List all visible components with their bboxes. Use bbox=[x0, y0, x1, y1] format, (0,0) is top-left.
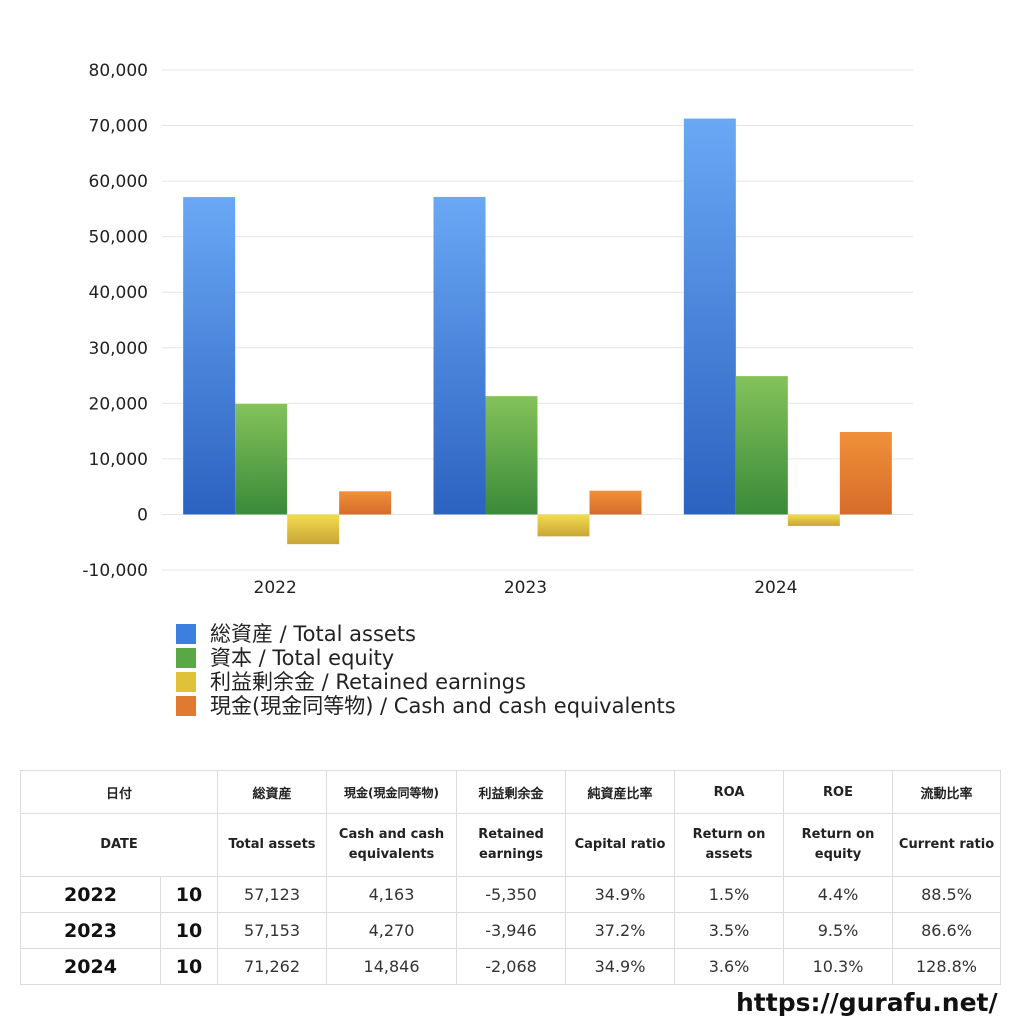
bar-2023-series-1 bbox=[485, 396, 538, 515]
legend-swatch bbox=[176, 696, 196, 716]
legend-label: 利益剰余金 / Retained earnings bbox=[210, 670, 526, 694]
header-cash-jp: 現金(現金同等物) bbox=[326, 770, 458, 814]
table-row: 2024 10 71,262 14,846 -2,068 34.9% 3.6% … bbox=[20, 948, 1002, 985]
financial-metrics-table: 日付 総資産 現金(現金同等物) 利益剰余金 純資産比率 ROA ROE 流動比… bbox=[19, 770, 1002, 985]
legend-item: 利益剰余金 / Retained earnings bbox=[176, 670, 676, 694]
header-current-ratio-en: Current ratio bbox=[892, 813, 1002, 877]
x-category-label: 2023 bbox=[504, 578, 547, 598]
cell-roe: 4.4% bbox=[783, 876, 894, 913]
legend-item: 総資産 / Total assets bbox=[176, 622, 676, 646]
bar-2022-series-2 bbox=[287, 514, 340, 545]
row-year: 2022 bbox=[20, 876, 161, 913]
row-month: 10 bbox=[159, 948, 219, 985]
header-capital-ratio-jp: 純資産比率 bbox=[565, 770, 676, 814]
bar-2024-series-3 bbox=[839, 431, 892, 515]
legend-swatch bbox=[176, 672, 196, 692]
header-retained-jp: 利益剰余金 bbox=[456, 770, 567, 814]
x-category-label: 2024 bbox=[754, 578, 797, 598]
header-roe-jp: ROE bbox=[783, 770, 894, 814]
cell-retained: -3,946 bbox=[456, 912, 567, 949]
cell-capital-ratio: 34.9% bbox=[565, 876, 676, 913]
legend-label: 総資産 / Total assets bbox=[210, 622, 416, 646]
y-tick-label: 0 bbox=[137, 505, 148, 525]
header-roa-jp: ROA bbox=[674, 770, 785, 814]
bar-2023-series-0 bbox=[433, 196, 486, 515]
legend-swatch bbox=[176, 624, 196, 644]
y-axis-ticks: 80,000 70,000 60,000 50,000 40,000 30,000 20,0… bbox=[82, 61, 148, 581]
y-tick-label: 20,000 bbox=[89, 394, 148, 414]
legend-item: 現金(現金同等物) / Cash and cash equivalents bbox=[176, 694, 676, 718]
y-tick-label: 60,000 bbox=[89, 172, 148, 192]
cell-retained: -5,350 bbox=[456, 876, 567, 913]
cell-total-assets: 57,153 bbox=[217, 912, 328, 949]
site-url[interactable]: https://gurafu.net/ bbox=[736, 988, 998, 1017]
header-capital-ratio-en: Capital ratio bbox=[565, 813, 676, 877]
table-header-en: DATE Total assets Cash and cash equivale… bbox=[19, 813, 1002, 877]
y-tick-label: 10,000 bbox=[89, 450, 148, 470]
cell-roa: 1.5% bbox=[674, 876, 785, 913]
cell-cash: 14,846 bbox=[326, 948, 458, 985]
legend-label: 現金(現金同等物) / Cash and cash equivalents bbox=[210, 694, 676, 718]
legend-item: 資本 / Total equity bbox=[176, 646, 676, 670]
bar-chart: 80,000 70,000 60,000 50,000 40,000 30,000 20,0… bbox=[82, 61, 913, 598]
y-tick-label: 80,000 bbox=[89, 61, 148, 81]
y-tick-label: -10,000 bbox=[82, 561, 148, 581]
cell-roe: 10.3% bbox=[783, 948, 894, 985]
cell-cash: 4,163 bbox=[326, 876, 458, 913]
x-category-label: 2022 bbox=[254, 578, 297, 598]
bars bbox=[183, 118, 892, 545]
y-tick-label: 70,000 bbox=[89, 117, 148, 137]
header-cash-en: Cash and cash equivalents bbox=[326, 813, 458, 877]
table-header-jp: 日付 総資産 現金(現金同等物) 利益剰余金 純資産比率 ROA ROE 流動比… bbox=[19, 770, 1002, 814]
bar-2022-series-3 bbox=[339, 491, 392, 515]
cell-roe: 9.5% bbox=[783, 912, 894, 949]
cell-roa: 3.5% bbox=[674, 912, 785, 949]
legend-swatch bbox=[176, 648, 196, 668]
row-month: 10 bbox=[159, 912, 219, 949]
bar-2022-series-0 bbox=[183, 197, 236, 515]
cell-capital-ratio: 34.9% bbox=[565, 948, 676, 985]
header-roa-en: Return on assets bbox=[674, 813, 785, 877]
cell-roa: 3.6% bbox=[674, 948, 785, 985]
cell-current-ratio: 88.5% bbox=[892, 876, 1002, 913]
bar-2024-series-1 bbox=[735, 376, 788, 515]
cell-cash: 4,270 bbox=[326, 912, 458, 949]
bar-2023-series-3 bbox=[589, 490, 642, 515]
row-year: 2023 bbox=[20, 912, 161, 949]
legend-label: 資本 / Total equity bbox=[210, 646, 395, 670]
bar-2023-series-2 bbox=[537, 514, 590, 537]
header-date-jp: 日付 bbox=[19, 770, 219, 814]
bar-2022-series-1 bbox=[235, 403, 288, 515]
cell-capital-ratio: 37.2% bbox=[565, 912, 676, 949]
header-total-assets-en: Total assets bbox=[217, 813, 328, 877]
x-axis-labels: 2022 2023 2024 bbox=[254, 578, 798, 598]
table-row: 2022 10 57,123 4,163 -5,350 34.9% 1.5% 4… bbox=[20, 876, 1002, 913]
bar-2024-series-0 bbox=[683, 118, 736, 515]
y-tick-label: 40,000 bbox=[89, 283, 148, 303]
header-date-en: DATE bbox=[19, 813, 219, 877]
header-roe-en: Return on equity bbox=[783, 813, 894, 877]
header-current-ratio-jp: 流動比率 bbox=[892, 770, 1002, 814]
cell-total-assets: 71,262 bbox=[217, 948, 328, 985]
row-year: 2024 bbox=[20, 948, 161, 985]
y-tick-label: 50,000 bbox=[89, 228, 148, 248]
table-row: 2023 10 57,153 4,270 -3,946 37.2% 3.5% 9… bbox=[20, 912, 1002, 949]
cell-total-assets: 57,123 bbox=[217, 876, 328, 913]
row-month: 10 bbox=[159, 876, 219, 913]
header-retained-en: Retained earnings bbox=[456, 813, 567, 877]
cell-current-ratio: 128.8% bbox=[892, 948, 1002, 985]
bar-2024-series-2 bbox=[787, 514, 840, 526]
cell-retained: -2,068 bbox=[456, 948, 567, 985]
header-total-assets-jp: 総資産 bbox=[217, 770, 328, 814]
chart-legend: 総資産 / Total assets 資本 / Total equity 利益剰余金… bbox=[176, 622, 676, 718]
y-tick-label: 30,000 bbox=[89, 339, 148, 359]
cell-current-ratio: 86.6% bbox=[892, 912, 1002, 949]
